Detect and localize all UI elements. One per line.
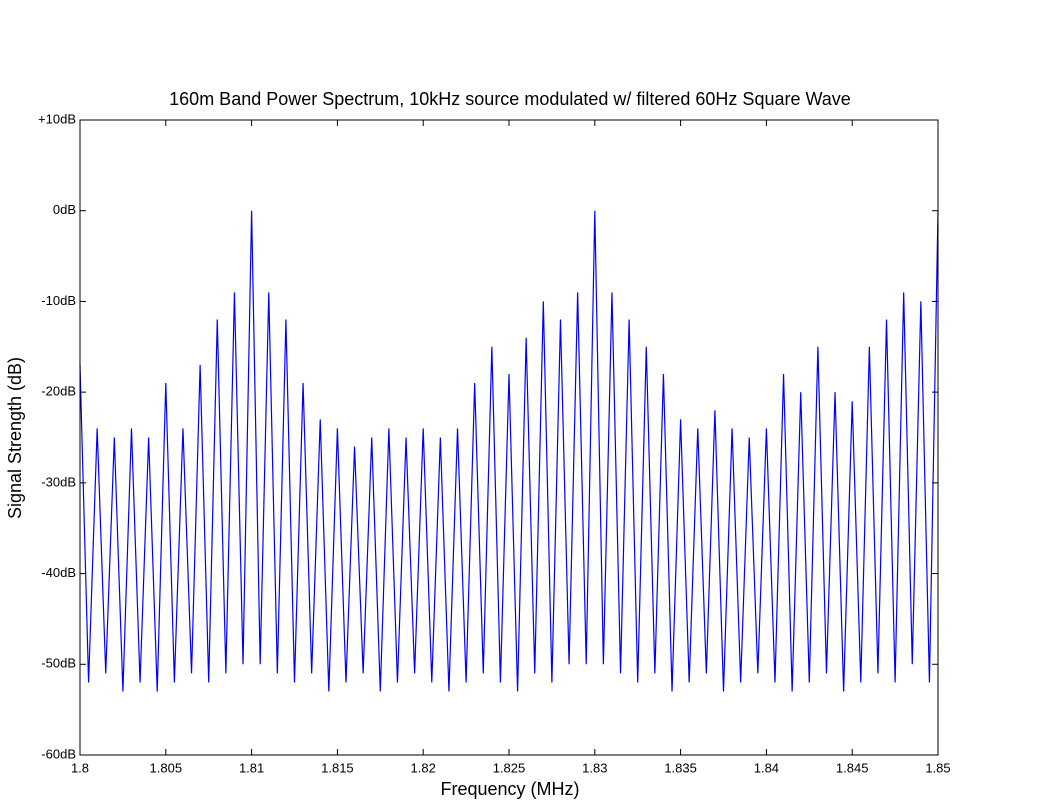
y-tick-label: -10dB	[41, 293, 76, 308]
y-tick-label: -40dB	[41, 565, 76, 580]
x-tick-label: 1.83	[582, 760, 607, 775]
spectrum-line	[79, 210, 939, 692]
x-tick-label: 1.8	[71, 760, 89, 775]
x-tick-label: 1.85	[925, 760, 950, 775]
x-tick-label: 1.82	[411, 760, 436, 775]
y-axis-label: Signal Strength (dB)	[5, 357, 25, 519]
x-tick-label: 1.825	[493, 760, 526, 775]
x-tick-label: 1.835	[664, 760, 697, 775]
y-tick-label: +10dB	[38, 111, 76, 126]
y-tick-label: -30dB	[41, 474, 76, 489]
x-tick-label: 1.84	[754, 760, 779, 775]
x-tick-label: 1.815	[321, 760, 354, 775]
y-tick-label: -50dB	[41, 656, 76, 671]
chart-title: 160m Band Power Spectrum, 10kHz source m…	[169, 89, 851, 109]
y-tick-label: -20dB	[41, 384, 76, 399]
x-tick-label: 1.81	[239, 760, 264, 775]
x-axis-label: Frequency (MHz)	[440, 779, 579, 799]
y-tick-label: -60dB	[41, 746, 76, 761]
x-tick-label: 1.805	[150, 760, 183, 775]
y-tick-label: 0dB	[53, 202, 76, 217]
x-tick-label: 1.845	[836, 760, 869, 775]
